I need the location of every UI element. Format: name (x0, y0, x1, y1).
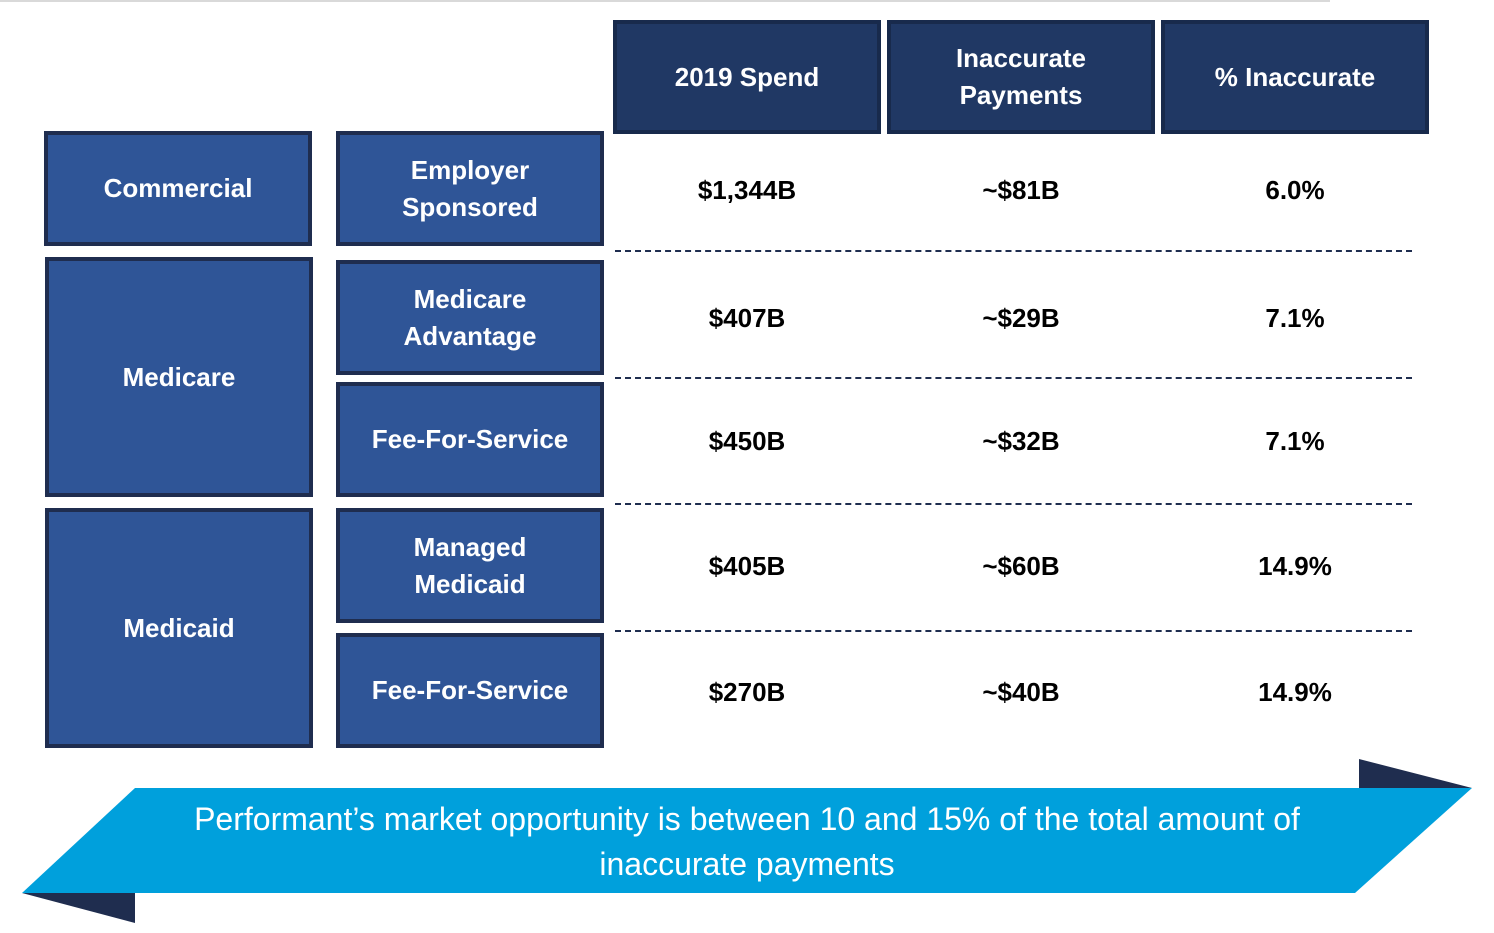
table-cell-spend: $407B (708, 303, 786, 333)
banner-arrow (22, 759, 1472, 923)
table-cell-pct: 7.1% (1265, 426, 1325, 456)
table-cell-inaccurate: ~$60B (982, 551, 1060, 581)
column-header-inaccurate-payments: Inaccurate Payments (887, 20, 1155, 134)
top-rule (0, 0, 1330, 2)
table-cell-pct: 6.0% (1265, 175, 1325, 205)
sub-segment-medicare-ffs: Fee-For-Service (336, 382, 604, 497)
segment-medicare: Medicare (45, 257, 313, 497)
column-header-pct-inaccurate: % Inaccurate (1161, 20, 1429, 134)
sub-segment-managed-medicaid: Managed Medicaid (336, 508, 604, 623)
table-cell-inaccurate: ~$32B (982, 426, 1060, 456)
table-cell-inaccurate: ~$29B (982, 303, 1060, 333)
column-header-2019-spend: 2019 Spend (613, 20, 881, 134)
sub-segment-medicaid-ffs: Fee-For-Service (336, 633, 604, 748)
banner-fold-right (1359, 759, 1472, 788)
table-cell-spend: $1,344B (697, 175, 797, 205)
banner-text: Performant’s market opportunity is betwe… (194, 801, 1300, 882)
table-cell-inaccurate: ~$40B (982, 677, 1060, 707)
table-cell-spend: $270B (708, 677, 786, 707)
sub-segment-medicare-advantage: Medicare Advantage (336, 260, 604, 375)
row-divider (615, 377, 1412, 379)
segment-commercial: Commercial (44, 131, 312, 246)
sub-segment-employer-sponsored: Employer Sponsored (336, 131, 604, 246)
table-cell-pct: 14.9% (1258, 551, 1332, 581)
table-cell-spend: $405B (708, 551, 786, 581)
banner-fold-left (22, 893, 135, 923)
segment-medicaid: Medicaid (45, 508, 313, 748)
row-divider (615, 503, 1412, 505)
table-cell-pct: 7.1% (1265, 303, 1325, 333)
table-cell-pct: 14.9% (1258, 677, 1332, 707)
row-divider (615, 630, 1412, 632)
table-cell-spend: $450B (708, 426, 786, 456)
row-divider (615, 250, 1412, 252)
table-cell-inaccurate: ~$81B (982, 175, 1060, 205)
banner-body (22, 788, 1472, 893)
